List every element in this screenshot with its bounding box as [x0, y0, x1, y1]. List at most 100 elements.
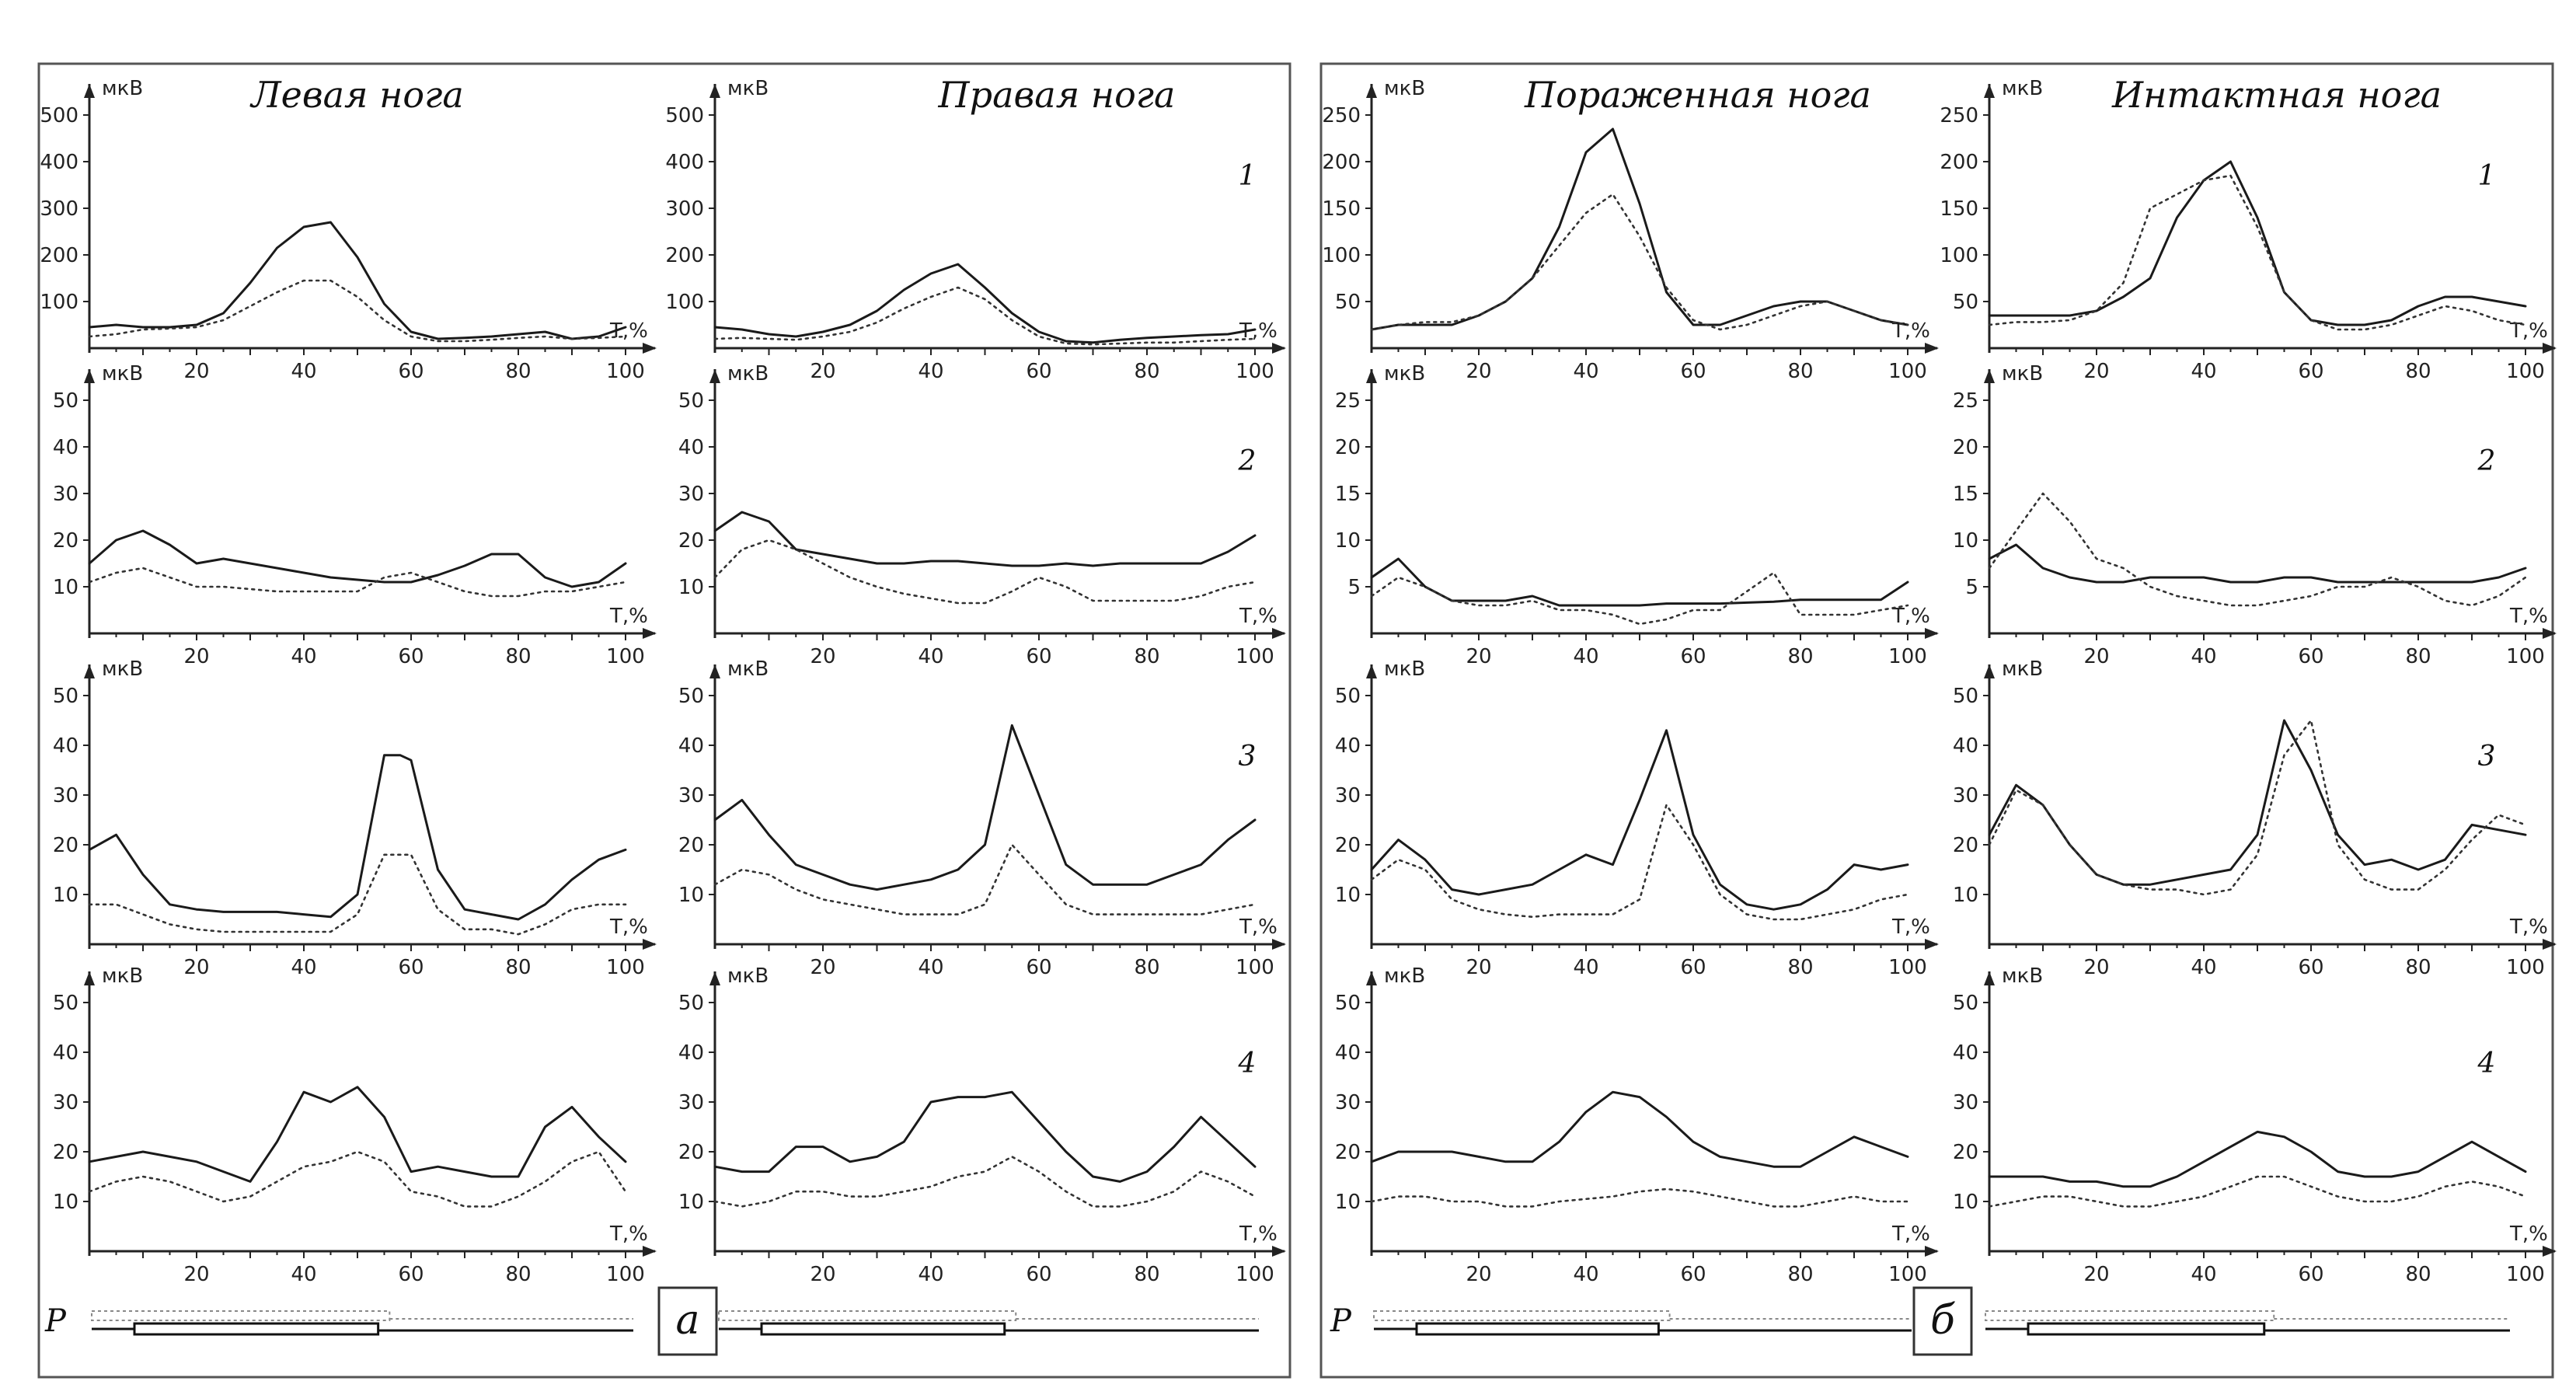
x-tick-label: 40	[1573, 1263, 1598, 1286]
y-tick-label: 400	[40, 151, 78, 174]
phase-bars-1	[91, 1310, 633, 1336]
phase-bars-2	[718, 1310, 1259, 1336]
y-tick-label: 50	[1953, 685, 1978, 708]
subplot-1-2: мкВ T,% 10 20 30 40 50 20 40 60 80 100	[53, 362, 657, 668]
x-tick-label: 20	[1466, 956, 1491, 979]
panel-letter-box	[657, 1286, 718, 1356]
x-tick-label: 80	[2405, 956, 2431, 979]
x-tick-label: 80	[1787, 645, 1813, 668]
x-axis-unit: T,%	[1891, 915, 1930, 939]
y-tick-label: 40	[678, 734, 704, 758]
x-tick-label: 60	[1680, 645, 1706, 668]
x-axis-arrow	[2543, 1246, 2557, 1257]
y-tick-label: 50	[53, 992, 78, 1015]
y-tick-label: 400	[665, 151, 704, 174]
series-dotted	[1370, 193, 1909, 331]
series-solid	[1370, 557, 1909, 607]
x-tick-label: 60	[2298, 956, 2323, 979]
x-tick-label: 100	[1236, 360, 1274, 383]
series-solid	[88, 1086, 627, 1183]
x-tick-label: 20	[2083, 1263, 2109, 1286]
series-solid	[1988, 1130, 2527, 1188]
y-tick-label: 30	[53, 784, 78, 807]
x-tick-label: 100	[606, 956, 645, 979]
x-tick-label: 20	[1466, 1263, 1491, 1286]
y-tick-label: 5	[1965, 576, 1978, 599]
x-tick-label: 60	[1026, 956, 1051, 979]
y-axis-arrow	[84, 664, 95, 678]
y-tick-label: 10	[53, 1191, 78, 1214]
panel-letter-box	[1912, 1286, 1973, 1356]
x-tick-label: 60	[398, 645, 424, 668]
y-tick-label: 30	[678, 1091, 704, 1114]
x-tick-label: 20	[183, 1263, 209, 1286]
x-tick-label: 80	[505, 956, 531, 979]
series-dotted	[1988, 1175, 2527, 1208]
x-tick-label: 60	[2298, 360, 2323, 383]
y-tick-label: 200	[1940, 151, 1978, 174]
subplot-4-4: мкВ T,% 10 20 30 40 50 20 40 60 80 100 4	[1953, 964, 2557, 1286]
x-axis-arrow	[2543, 343, 2557, 354]
x-tick-label: 40	[291, 360, 316, 383]
x-axis-arrow	[1925, 628, 1939, 639]
x-tick-label: 100	[1888, 1263, 1927, 1286]
y-tick-label: 30	[1335, 1091, 1361, 1114]
x-axis-unit: T,%	[1239, 915, 1278, 939]
series-solid	[1988, 543, 2527, 584]
y-axis-arrow	[709, 84, 720, 98]
y-axis-unit: мкВ	[102, 657, 143, 681]
y-tick-label: 15	[1953, 483, 1978, 506]
x-tick-label: 100	[2506, 360, 2545, 383]
x-tick-label: 40	[918, 360, 943, 383]
y-axis-unit: мкВ	[2002, 77, 2043, 100]
y-tick-label: 500	[665, 104, 704, 127]
series-solid	[88, 221, 627, 340]
y-tick-label: 20	[1953, 436, 1978, 459]
x-tick-label: 20	[1466, 360, 1491, 383]
y-axis-arrow	[1984, 971, 1995, 985]
y-tick-label: 10	[678, 1191, 704, 1214]
y-tick-label: 50	[678, 992, 704, 1015]
y-tick-label: 40	[1335, 734, 1361, 758]
subplot-4-3: мкВ T,% 10 20 30 40 50 20 40 60 80 100 3	[1953, 657, 2557, 979]
panel-a-frame	[37, 62, 1291, 1379]
x-tick-label: 20	[810, 956, 835, 979]
row-number: 1	[2478, 160, 2496, 192]
y-axis-arrow	[709, 971, 720, 985]
x-tick-label: 40	[291, 1263, 316, 1286]
subplot-3-4: мкВ T,% 10 20 30 40 50 20 40 60 80 100	[1335, 964, 1939, 1286]
phase-bar-solid	[1415, 1322, 1660, 1336]
y-tick-label: 20	[678, 1141, 704, 1164]
x-tick-label: 60	[1680, 956, 1706, 979]
footer-label-b: P	[1330, 1303, 1352, 1339]
y-tick-label: 40	[1953, 1041, 1978, 1065]
panel-b-frame	[1319, 62, 2554, 1379]
y-axis-arrow	[709, 369, 720, 383]
x-tick-label: 20	[810, 360, 835, 383]
series-solid	[713, 263, 1257, 344]
y-axis-unit: мкВ	[2002, 362, 2043, 385]
x-axis-unit: T,%	[1239, 605, 1278, 628]
y-tick-label: 40	[53, 1041, 78, 1065]
column-title: Пораженная нога	[1524, 74, 1871, 116]
x-tick-label: 80	[1787, 1263, 1813, 1286]
x-axis-unit: T,%	[1891, 1222, 1930, 1246]
panel-frames	[37, 62, 2554, 1379]
series-solid	[1988, 160, 2527, 326]
series-dotted	[713, 286, 1257, 346]
x-tick-label: 60	[398, 360, 424, 383]
y-axis-arrow	[1366, 84, 1377, 98]
y-axis-arrow	[1984, 84, 1995, 98]
x-tick-label: 60	[398, 956, 424, 979]
y-tick-label: 30	[53, 483, 78, 506]
series-dotted	[88, 853, 627, 936]
y-tick-label: 50	[1953, 992, 1978, 1015]
y-tick-label: 250	[1322, 104, 1361, 127]
y-axis-arrow	[1366, 369, 1377, 383]
x-tick-label: 100	[1236, 645, 1274, 668]
series-solid	[713, 511, 1257, 567]
x-tick-label: 60	[2298, 1263, 2323, 1286]
y-tick-label: 10	[1953, 884, 1978, 907]
